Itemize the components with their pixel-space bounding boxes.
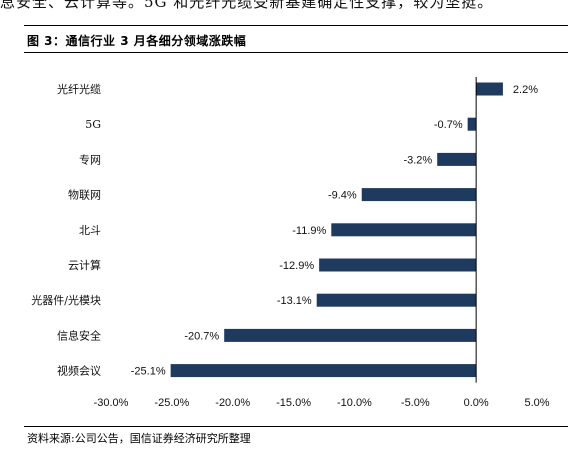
bar-7 [224,328,477,342]
category-label: 物联网 [68,188,101,202]
bar-0 [476,82,503,96]
category-label: 专网 [79,152,101,166]
category-label: 光器件/光模块 [31,293,101,307]
category-label: 5G [85,118,101,131]
bar-3 [361,188,477,202]
x-tick-label: 0.0% [464,397,489,409]
preceding-body-text: 息安全、云计算等。5G 和光纤光缆受新基建确定性支撑，较为坚挺。 [0,0,494,11]
x-axis-ticks: -30.0% -25.0% -20.0% -15.0% -10.0% -5.0% 0.0% 5… [94,397,550,409]
bar-series [170,82,503,378]
bar-5 [319,258,477,272]
bar-8 [170,364,477,378]
value-label: -13.1% [277,295,312,307]
category-label: 信息安全 [57,328,101,342]
x-tick-label: -5.0% [401,397,430,409]
value-label: -3.2% [403,154,432,166]
category-label: 视频会议 [57,364,101,378]
bar-1 [467,117,477,131]
x-tick-label: -30.0% [94,397,129,409]
x-tick-label: -10.0% [337,397,372,409]
value-label: -0.7% [434,119,463,131]
value-label: -9.4% [328,190,357,202]
source-note: 资料来源:公司公告，国信证券经济研究所整理 [27,432,251,445]
x-tick-label: -20.0% [215,397,250,409]
category-label: 云计算 [68,258,101,272]
bar-2 [437,152,477,166]
top-divider [24,25,568,26]
bar-6 [316,293,477,307]
x-tick-label: -25.0% [154,397,189,409]
value-labels: 2.2% -0.7% -3.2% -9.4% -11.9% -12.9% -13.1% -20… [131,84,538,378]
x-tick-label: 5.0% [524,397,549,409]
figure-title-divider [24,52,568,53]
category-label: 光纤光缆 [57,82,101,96]
value-label: -20.7% [184,330,219,342]
bottom-divider [24,426,568,427]
value-label: -11.9% [292,225,326,237]
value-label: -12.9% [279,260,314,272]
value-label: -25.1% [131,366,166,378]
x-tick-label: -15.0% [276,397,311,409]
category-label: 北斗 [79,224,101,237]
value-label: 2.2% [513,84,538,96]
figure-title: 图 3：通信行业 3 月各细分领域涨跌幅 [27,34,247,48]
bar-4 [331,223,477,237]
